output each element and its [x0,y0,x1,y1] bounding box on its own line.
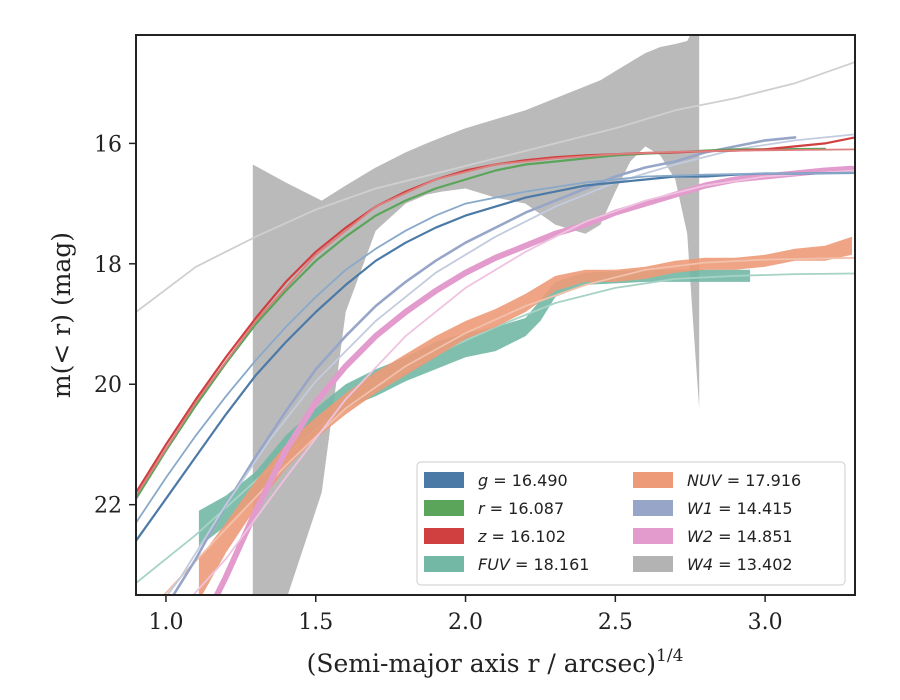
legend-swatch-nuv [633,472,673,488]
legend: g = 16.490 NUV = 17.916 r = 16.087 W1 = 14.… [417,462,845,585]
y-tick-label: 22 [94,494,122,519]
x-tick-label: 2.0 [448,610,483,635]
y-tick-label: 16 [94,132,122,157]
legend-label-r: r = 16.087 [478,499,564,518]
legend-swatch-fuv [424,556,464,572]
legend-label-w2: W2 = 14.851 [687,527,793,546]
y-tick-label: 18 [94,253,122,278]
legend-swatch-w1 [633,500,673,516]
legend-label-fuv: FUV = 18.161 [478,555,589,574]
x-tick-label: 3.0 [748,610,783,635]
x-axis-label: (Semi-major axis r / arcsec)1/4 [307,646,684,678]
legend-label-w4: W4 = 13.402 [687,555,793,574]
y-tick-label: 20 [94,373,122,398]
legend-label-nuv: NUV = 17.916 [687,471,801,490]
legend-swatch-r [424,500,464,516]
legend-label-g: g = 16.490 [478,471,568,490]
x-tick-label: 2.5 [598,610,633,635]
legend-swatch-w4 [633,556,673,572]
legend-swatch-w2 [633,528,673,544]
legend-label-z: z = 16.102 [477,527,566,546]
legend-swatch-g [424,472,464,488]
legend-swatch-z [424,528,464,544]
x-tick-label: 1.5 [298,610,333,635]
x-axis-ticks: 1.0 1.5 2.0 2.5 3.0 [148,595,782,635]
y-axis-ticks: 16 18 20 22 [94,132,136,518]
y-axis-label: m(< r) (mag) [47,232,76,398]
x-tick-label: 1.0 [148,610,183,635]
legend-label-w1: W1 = 14.415 [687,499,793,518]
